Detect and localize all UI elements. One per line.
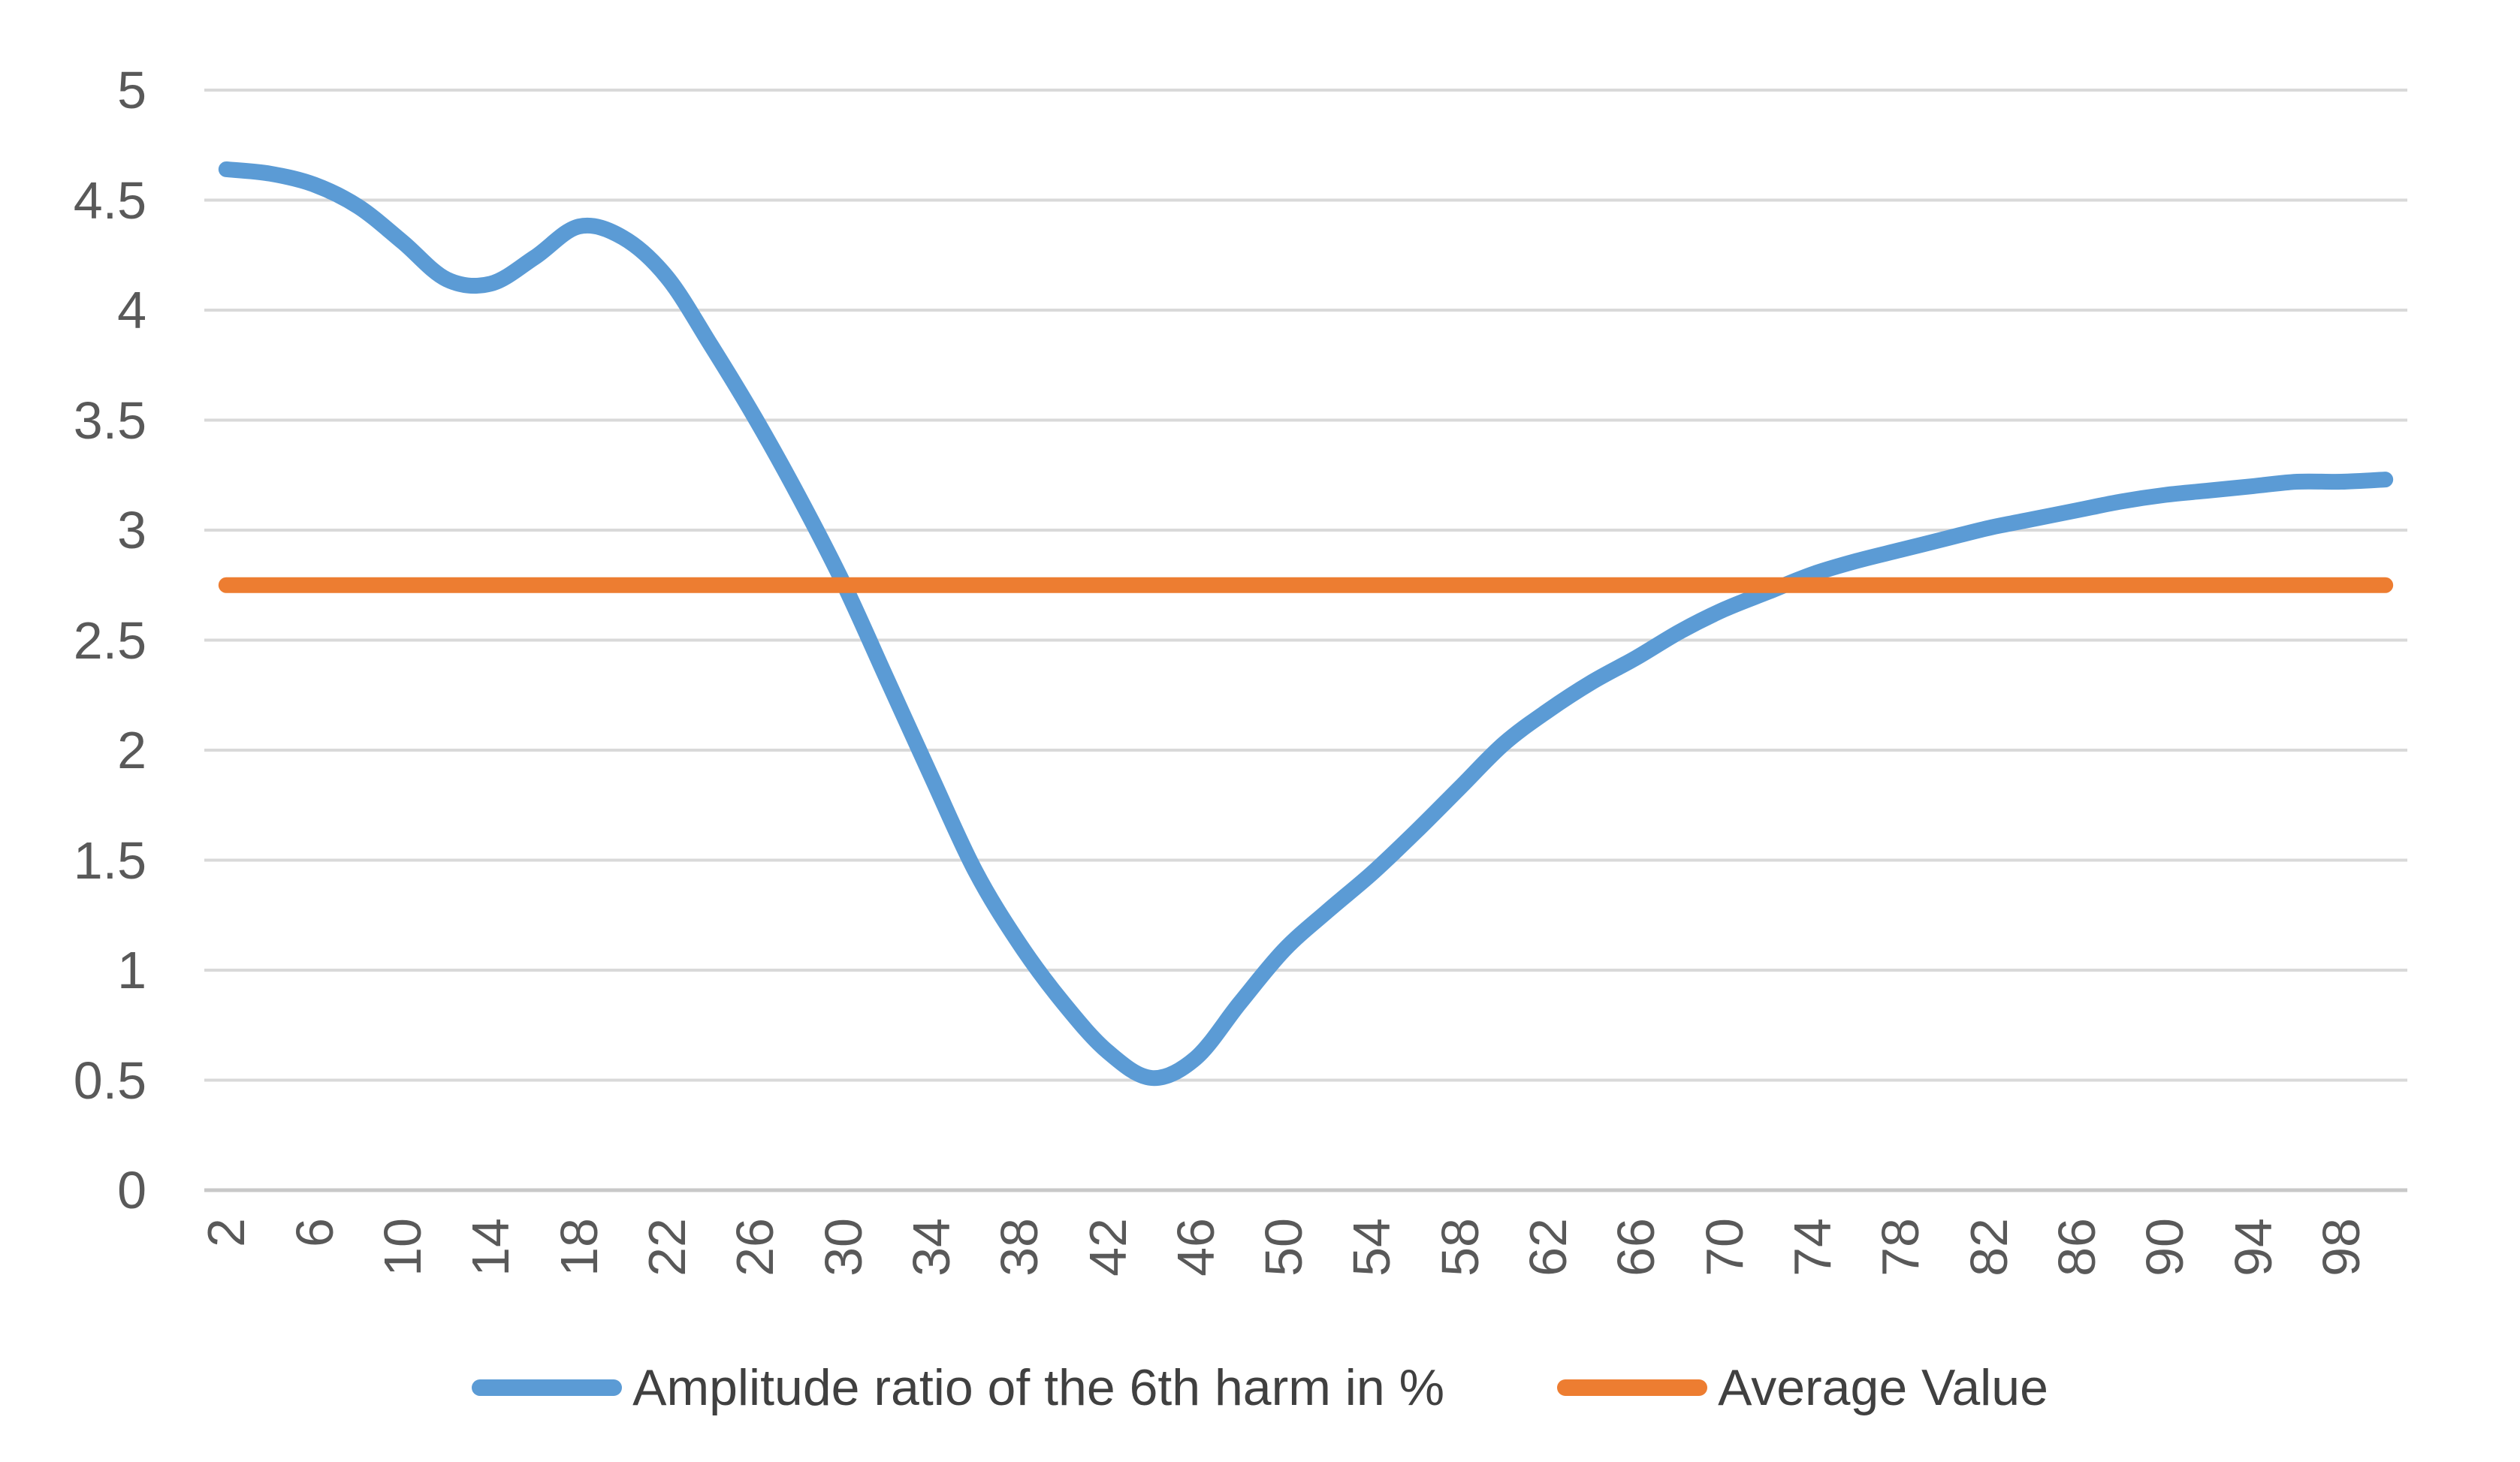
y-axis-tick-label: 3.5	[73, 390, 146, 450]
y-axis-tick-label: 0.5	[73, 1051, 146, 1110]
y-axis-tick-label: 2.5	[73, 610, 146, 670]
series-lines	[218, 161, 2394, 1087]
x-axis-tick-label: 6	[285, 1218, 344, 1247]
x-axis-tick-label: 58	[1430, 1218, 1489, 1277]
y-axis-tick-label: 5	[117, 61, 146, 119]
x-axis-tick-label: 46	[1166, 1218, 1225, 1277]
x-axis-tick-label: 10	[373, 1218, 432, 1277]
x-axis-tick-label: 50	[1254, 1218, 1314, 1277]
x-axis-tick-label: 74	[1783, 1218, 1842, 1277]
horizontal-gridlines	[204, 89, 2407, 1192]
y-axis-tick-label: 0	[117, 1161, 146, 1219]
legend-item-amplitude: Amplitude ratio of the 6th harm in %	[472, 1356, 1444, 1419]
y-axis-tick-label: 1.5	[73, 830, 146, 890]
legend: Amplitude ratio of the 6th harm in % Ave…	[0, 1356, 2520, 1419]
x-axis-tick-label: 14	[461, 1218, 521, 1277]
x-axis-tick-label: 86	[2048, 1218, 2107, 1277]
x-axis-tick-label: 42	[1078, 1218, 1137, 1277]
x-axis-tick-label: 30	[813, 1218, 873, 1277]
x-axis-tick-label: 34	[901, 1218, 961, 1277]
x-axis-tick-label: 22	[637, 1218, 696, 1277]
x-axis-tick-label: 94	[2223, 1218, 2283, 1277]
x-axis-tick-label: 90	[2135, 1218, 2195, 1277]
legend-item-average: Average Value	[1557, 1356, 2048, 1419]
y-axis-tick-label: 4.5	[73, 170, 146, 230]
average-value-label: Average Value	[1718, 1359, 2048, 1416]
x-axis-tick-label: 26	[726, 1218, 785, 1277]
y-axis-tick-label: 2	[117, 721, 146, 779]
x-axis-tick-label: 18	[549, 1218, 608, 1277]
amplitude-series-swatch	[472, 1379, 623, 1396]
amplitude-series-line	[218, 161, 2394, 1087]
x-axis-tick-label: 2	[197, 1218, 256, 1247]
x-axis-tick-label: 66	[1607, 1218, 1666, 1277]
y-axis-tick-label: 3	[117, 501, 146, 559]
x-axis-tick-label: 62	[1519, 1218, 1578, 1277]
x-axis-tick-label: 98	[2312, 1218, 2371, 1277]
x-axis-tick-label: 38	[990, 1218, 1049, 1277]
amplitude-series-label: Amplitude ratio of the 6th harm in %	[632, 1359, 1445, 1416]
x-axis-tick-label: 70	[1695, 1218, 1754, 1277]
average-value-swatch	[1557, 1379, 1708, 1396]
y-axis-tick-label: 4	[117, 281, 146, 339]
x-axis-tick-label: 78	[1871, 1218, 1930, 1277]
x-axis-tick-label: 54	[1342, 1218, 1402, 1277]
y-axis-tick-label: 1	[117, 941, 146, 999]
x-axis-tick-label: 82	[1959, 1218, 2018, 1277]
